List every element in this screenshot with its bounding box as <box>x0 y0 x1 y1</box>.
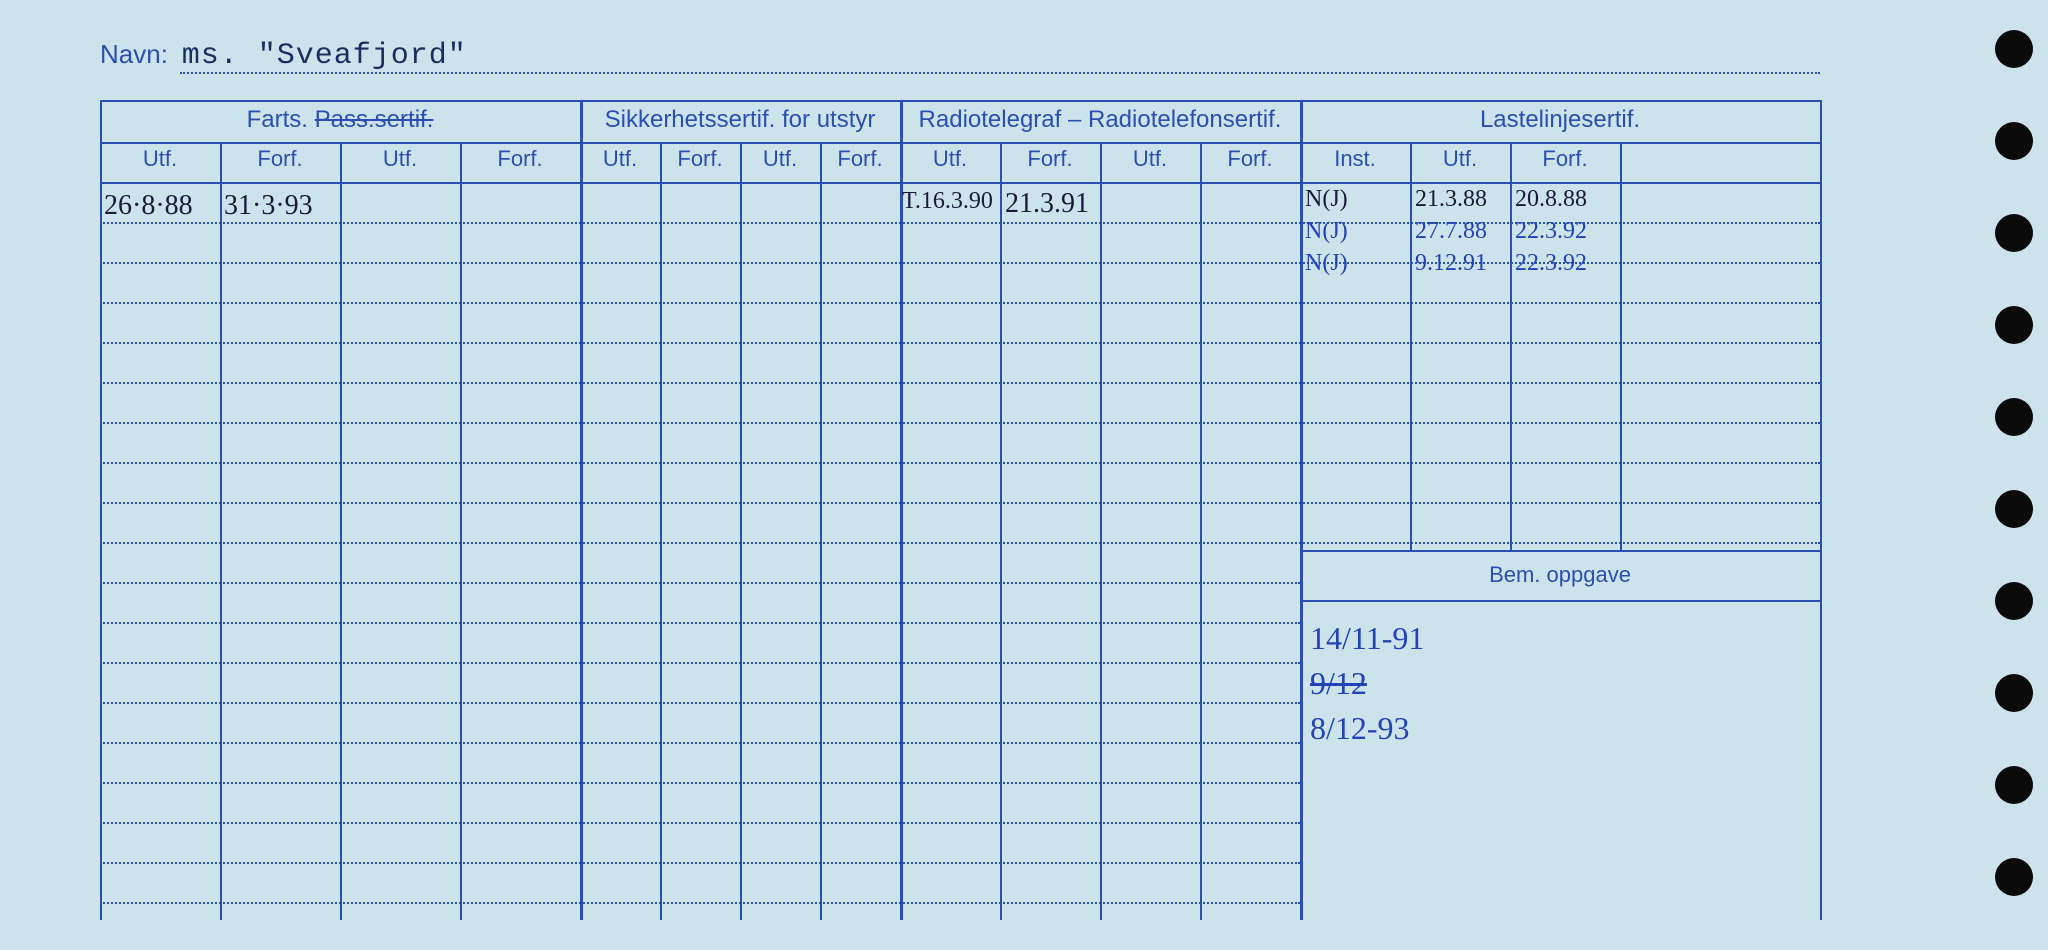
data-row-9 <box>100 542 1820 544</box>
hole-icon <box>1995 306 2033 344</box>
data-row-4 <box>100 342 1820 344</box>
bem-oppgave-label: Bem. oppgave <box>1300 562 1820 588</box>
data-row-3 <box>100 302 1820 304</box>
laste-forf-r2: 22.3.92 <box>1515 218 1587 245</box>
data-row-10 <box>100 582 1300 584</box>
hole-icon <box>1995 858 2033 896</box>
sub-utf-1: Utf. <box>100 146 220 182</box>
group-header-laste: Lastelinjesertif. <box>1300 106 1820 142</box>
laste-inst-r2: N(J) <box>1305 218 1348 245</box>
farts-label: Farts. <box>247 106 308 133</box>
sub-utf-2: Utf. <box>340 146 460 182</box>
hole-icon <box>1995 214 2033 252</box>
hole-icon <box>1995 122 2033 160</box>
navn-underline <box>180 72 1820 74</box>
group-header-radio: Radiotelegraf – Radiotelefonsertif. <box>900 106 1300 142</box>
bem-top <box>1300 550 1820 552</box>
col-5 <box>660 142 662 920</box>
farts-strike: Pass.sertif. <box>315 106 434 133</box>
laste-utf-r2: 27.7.88 <box>1415 218 1487 245</box>
col-1 <box>220 142 222 920</box>
hole-icon <box>1995 398 2033 436</box>
border-group-sub <box>100 142 1820 144</box>
sub-forf-5: Forf. <box>1000 146 1100 182</box>
navn-value: ms. "Sveafjord" <box>182 39 467 73</box>
col-6 <box>740 142 742 920</box>
sub-forf-2: Forf. <box>460 146 580 182</box>
sub-utf-4: Utf. <box>740 146 820 182</box>
border-sub-data <box>100 182 1820 184</box>
col-15 <box>1620 142 1622 550</box>
col-3 <box>460 142 462 920</box>
col-11 <box>1200 142 1202 920</box>
navn-row: Navn: ms. "Sveafjord" <box>100 38 467 73</box>
col-13 <box>1410 142 1412 550</box>
col-10 <box>1100 142 1102 920</box>
farts-forf-val: 31·3·93 <box>224 190 313 222</box>
sub-utf-7: Utf. <box>1410 146 1510 182</box>
hole-icon <box>1995 582 2033 620</box>
col-7 <box>820 142 822 920</box>
bem-r2: 9/12 <box>1310 665 1367 702</box>
group-header-farts: Farts. Pass.sertif. <box>100 106 580 142</box>
laste-forf-r1: 20.8.88 <box>1515 186 1587 213</box>
sub-utf-5: Utf. <box>900 146 1000 182</box>
col-9 <box>1000 142 1002 920</box>
data-row-6 <box>100 422 1820 424</box>
sub-forf-3: Forf. <box>660 146 740 182</box>
border-right <box>1820 100 1822 920</box>
farts-utf-val: 26·8·88 <box>104 190 193 222</box>
data-row-16 <box>100 822 1300 824</box>
sub-forf-6: Forf. <box>1200 146 1300 182</box>
data-row-12 <box>100 662 1300 664</box>
col-2 <box>340 142 342 920</box>
table: Bem. oppgave Farts. Pass.sertif. Sikkerh… <box>100 100 1820 920</box>
bem-r1: 14/11-91 <box>1310 620 1424 657</box>
hole-icon <box>1995 490 2033 528</box>
data-row-17 <box>100 862 1300 864</box>
sub-utf-6: Utf. <box>1100 146 1200 182</box>
hole-icon <box>1995 30 2033 68</box>
sub-inst: Inst. <box>1300 146 1410 182</box>
record-card: Navn: ms. "Sveafjord" <box>40 10 1820 930</box>
radio-forf-val: 21.3.91 <box>1005 188 1089 220</box>
data-row-8 <box>100 502 1820 504</box>
bem-mid <box>1300 600 1820 602</box>
laste-inst-r1: N(J) <box>1305 186 1348 213</box>
laste-utf-r3: 9.12.91 <box>1415 250 1487 277</box>
data-row-15 <box>100 782 1300 784</box>
binder-holes <box>1995 30 2033 950</box>
group-header-sikkerhet: Sikkerhetssertif. for utstyr <box>580 106 900 142</box>
data-row-14 <box>100 742 1300 744</box>
bem-r3: 8/12-93 <box>1310 710 1410 747</box>
sub-forf-4: Forf. <box>820 146 900 182</box>
sub-forf-1: Forf. <box>220 146 340 182</box>
navn-label: Navn: <box>100 39 168 69</box>
border-top <box>100 100 1820 102</box>
data-row-18 <box>100 902 1300 904</box>
sub-forf-7: Forf. <box>1510 146 1620 182</box>
sub-utf-3: Utf. <box>580 146 660 182</box>
data-row-13 <box>100 702 1300 704</box>
hole-icon <box>1995 674 2033 712</box>
radio-utf-val: T.16.3.90 <box>902 188 993 215</box>
laste-inst-r3: N(J) <box>1305 250 1348 277</box>
data-row-5 <box>100 382 1820 384</box>
hole-icon <box>1995 766 2033 804</box>
col-14 <box>1510 142 1512 550</box>
data-row-11 <box>100 622 1300 624</box>
laste-forf-r3: 22.3.92 <box>1515 250 1587 277</box>
laste-utf-r1: 21.3.88 <box>1415 186 1487 213</box>
data-row-7 <box>100 462 1820 464</box>
